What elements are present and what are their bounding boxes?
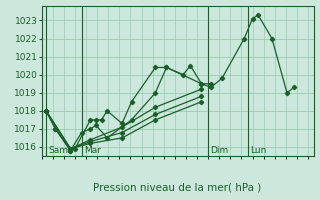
Text: Lun: Lun [250, 146, 267, 155]
X-axis label: Pression niveau de la mer( hPa ): Pression niveau de la mer( hPa ) [93, 183, 262, 193]
Text: Mar: Mar [84, 146, 101, 155]
Text: Dim: Dim [210, 146, 228, 155]
Text: Sam: Sam [48, 146, 68, 155]
